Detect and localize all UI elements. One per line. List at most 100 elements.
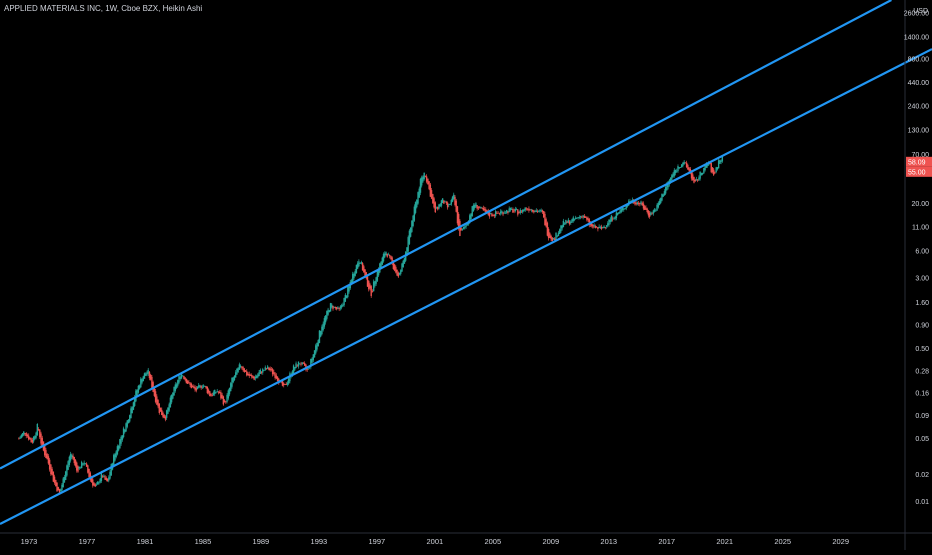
candle-body	[195, 388, 197, 391]
candle-body	[695, 179, 698, 181]
candle-body	[455, 200, 457, 212]
x-tick-label: 1997	[369, 537, 386, 546]
candle	[644, 204, 646, 211]
candle-body	[503, 212, 505, 214]
candle	[211, 392, 213, 397]
candle	[239, 364, 242, 369]
candle-body	[529, 209, 531, 211]
candle-body	[593, 225, 595, 227]
candle	[663, 189, 666, 196]
candle	[359, 262, 361, 264]
candle	[652, 209, 655, 216]
candle	[233, 374, 236, 382]
candle	[483, 206, 486, 212]
candle	[205, 385, 207, 389]
time-axis[interactable]: 1973 1977 1981 1985 1989 1993 1997 2001 2005 2009…	[0, 532, 932, 546]
candle-body	[641, 202, 643, 206]
candle-body	[510, 208, 513, 210]
candle-body	[551, 237, 554, 241]
candle-body	[555, 232, 557, 240]
channel-line-upper[interactable]	[0, 0, 892, 470]
candle-body	[457, 213, 460, 229]
axis-unit-label: USD	[913, 8, 928, 15]
candle-body	[312, 354, 314, 361]
candle-body	[469, 215, 471, 224]
y-tick-label: 0.09	[915, 413, 929, 420]
candle	[80, 460, 83, 469]
y-tick-label: 70.00	[911, 152, 929, 159]
candle-body	[517, 209, 519, 215]
candle-body	[51, 468, 53, 475]
candle-body	[232, 377, 234, 383]
candle-body	[417, 192, 419, 204]
candle	[21, 432, 24, 438]
candle	[360, 260, 363, 265]
candle-body	[403, 258, 406, 264]
candle	[402, 259, 404, 268]
candle	[129, 414, 131, 423]
candle	[297, 361, 300, 369]
candle	[115, 450, 117, 459]
x-tick-label: 1993	[311, 537, 328, 546]
candle	[207, 388, 210, 395]
candle	[518, 211, 520, 214]
candle-body	[562, 220, 565, 228]
candle-body	[311, 358, 313, 363]
candle-body	[471, 206, 473, 217]
y-tick-label: 0.05	[915, 436, 929, 443]
candle-body	[138, 385, 141, 389]
candle-body	[453, 194, 455, 200]
price-axis[interactable]: 2600.00 1400.00 800.00 440.00 240.00 130.00 70…	[904, 0, 929, 550]
candle-body	[159, 407, 162, 412]
candle-body	[242, 367, 244, 370]
candle	[223, 399, 226, 403]
candle	[114, 453, 116, 462]
candle	[599, 225, 602, 230]
candle-body	[114, 453, 116, 461]
candle-body	[568, 221, 571, 225]
candle-body	[498, 212, 501, 214]
candle-body	[444, 201, 446, 203]
candle	[179, 375, 181, 382]
candle-body	[473, 205, 476, 208]
candle-body	[674, 169, 677, 174]
candle-body	[315, 345, 317, 354]
candle	[432, 193, 434, 204]
candle	[265, 367, 268, 370]
candle	[106, 478, 109, 482]
candle-body	[435, 206, 438, 208]
candle-body	[501, 211, 503, 213]
candle	[640, 200, 642, 206]
candle	[478, 206, 481, 209]
candle-body	[567, 219, 570, 223]
candle-body	[600, 226, 603, 229]
candle	[126, 420, 128, 429]
candle-body	[384, 253, 386, 258]
candle-body	[103, 475, 105, 477]
candle	[337, 305, 339, 310]
candle	[78, 466, 80, 471]
candle-body	[241, 366, 243, 368]
candle	[332, 305, 334, 311]
candle-body	[614, 217, 616, 220]
candle-body	[344, 294, 347, 302]
candle	[366, 274, 369, 287]
channel-line-lower[interactable]	[0, 48, 932, 525]
candle-body	[61, 484, 63, 491]
candle-body	[470, 213, 472, 220]
candle	[175, 382, 178, 390]
candle-body	[411, 220, 413, 232]
candle	[422, 175, 424, 183]
candle	[454, 195, 456, 207]
x-tick-label: 2017	[658, 537, 675, 546]
candle	[361, 262, 364, 271]
channel-lines[interactable]	[0, 0, 932, 525]
candle	[679, 166, 682, 168]
candle	[168, 402, 170, 413]
candle	[283, 382, 285, 388]
candle	[32, 436, 35, 444]
candle-body	[552, 238, 555, 240]
candle	[204, 385, 206, 387]
